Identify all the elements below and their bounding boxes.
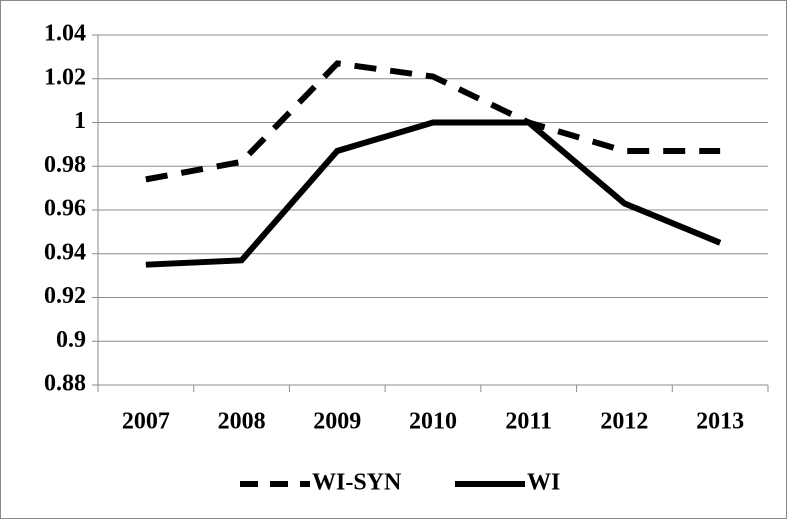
y-tick-label: 0.94	[44, 239, 86, 265]
y-tick-label: 1.04	[44, 21, 86, 47]
x-tick-label: 2009	[313, 409, 361, 435]
x-tick-label: 2007	[122, 409, 170, 435]
x-tick-label: 2013	[696, 409, 744, 435]
y-tick-label: 1.02	[44, 64, 86, 90]
y-tick-label: 0.9	[56, 327, 86, 353]
legend-label: WI	[527, 470, 560, 496]
x-tick-label: 2011	[505, 409, 552, 435]
y-tick-label: 0.98	[44, 152, 86, 178]
y-tick-label: 0.92	[44, 283, 86, 309]
legend-label: WI-SYN	[312, 470, 402, 496]
y-tick-label: 1	[74, 108, 86, 134]
series-line	[145, 60, 721, 183]
x-tick-label: 2012	[600, 409, 648, 435]
x-tick-label: 2010	[409, 409, 457, 435]
series-line	[145, 119, 722, 268]
y-tick-label: 0.88	[44, 371, 86, 397]
x-tick-label: 2008	[218, 409, 266, 435]
y-tick-label: 0.96	[44, 196, 86, 222]
